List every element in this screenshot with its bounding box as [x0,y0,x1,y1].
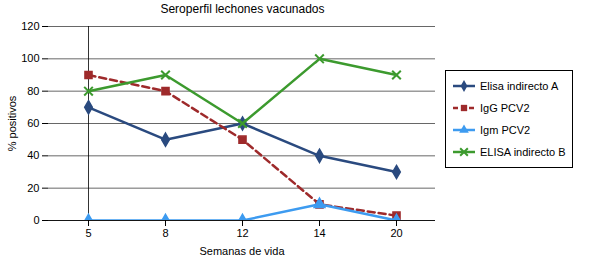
svg-text:14: 14 [313,227,325,239]
html-text:IgG PCV2: IgG PCV2 [480,102,530,114]
html-text:ELISA indirecto B: ELISA indirecto B [480,146,566,158]
svg-text:12: 12 [236,227,248,239]
svg-text:120: 120 [21,20,39,32]
svg-text:100: 100 [21,52,39,64]
svg-text:0: 0 [33,214,39,226]
svg-text:Semanas de vida: Semanas de vida [200,245,286,257]
svg-text:60: 60 [27,117,39,129]
svg-text:80: 80 [27,85,39,97]
svg-text:20: 20 [27,182,39,194]
svg-text:40: 40 [27,149,39,161]
svg-text:5: 5 [85,227,91,239]
html-text:Elisa indirecto A: Elisa indirecto A [480,80,559,92]
svg-text:% positivos: % positivos [6,95,18,151]
svg-text:20: 20 [390,227,402,239]
html-text:Igm PCV2: Igm PCV2 [480,124,531,136]
html-text:Seroperfil lechones vacunados: Seroperfil lechones vacunados [160,2,325,16]
svg-text:8: 8 [162,227,168,239]
